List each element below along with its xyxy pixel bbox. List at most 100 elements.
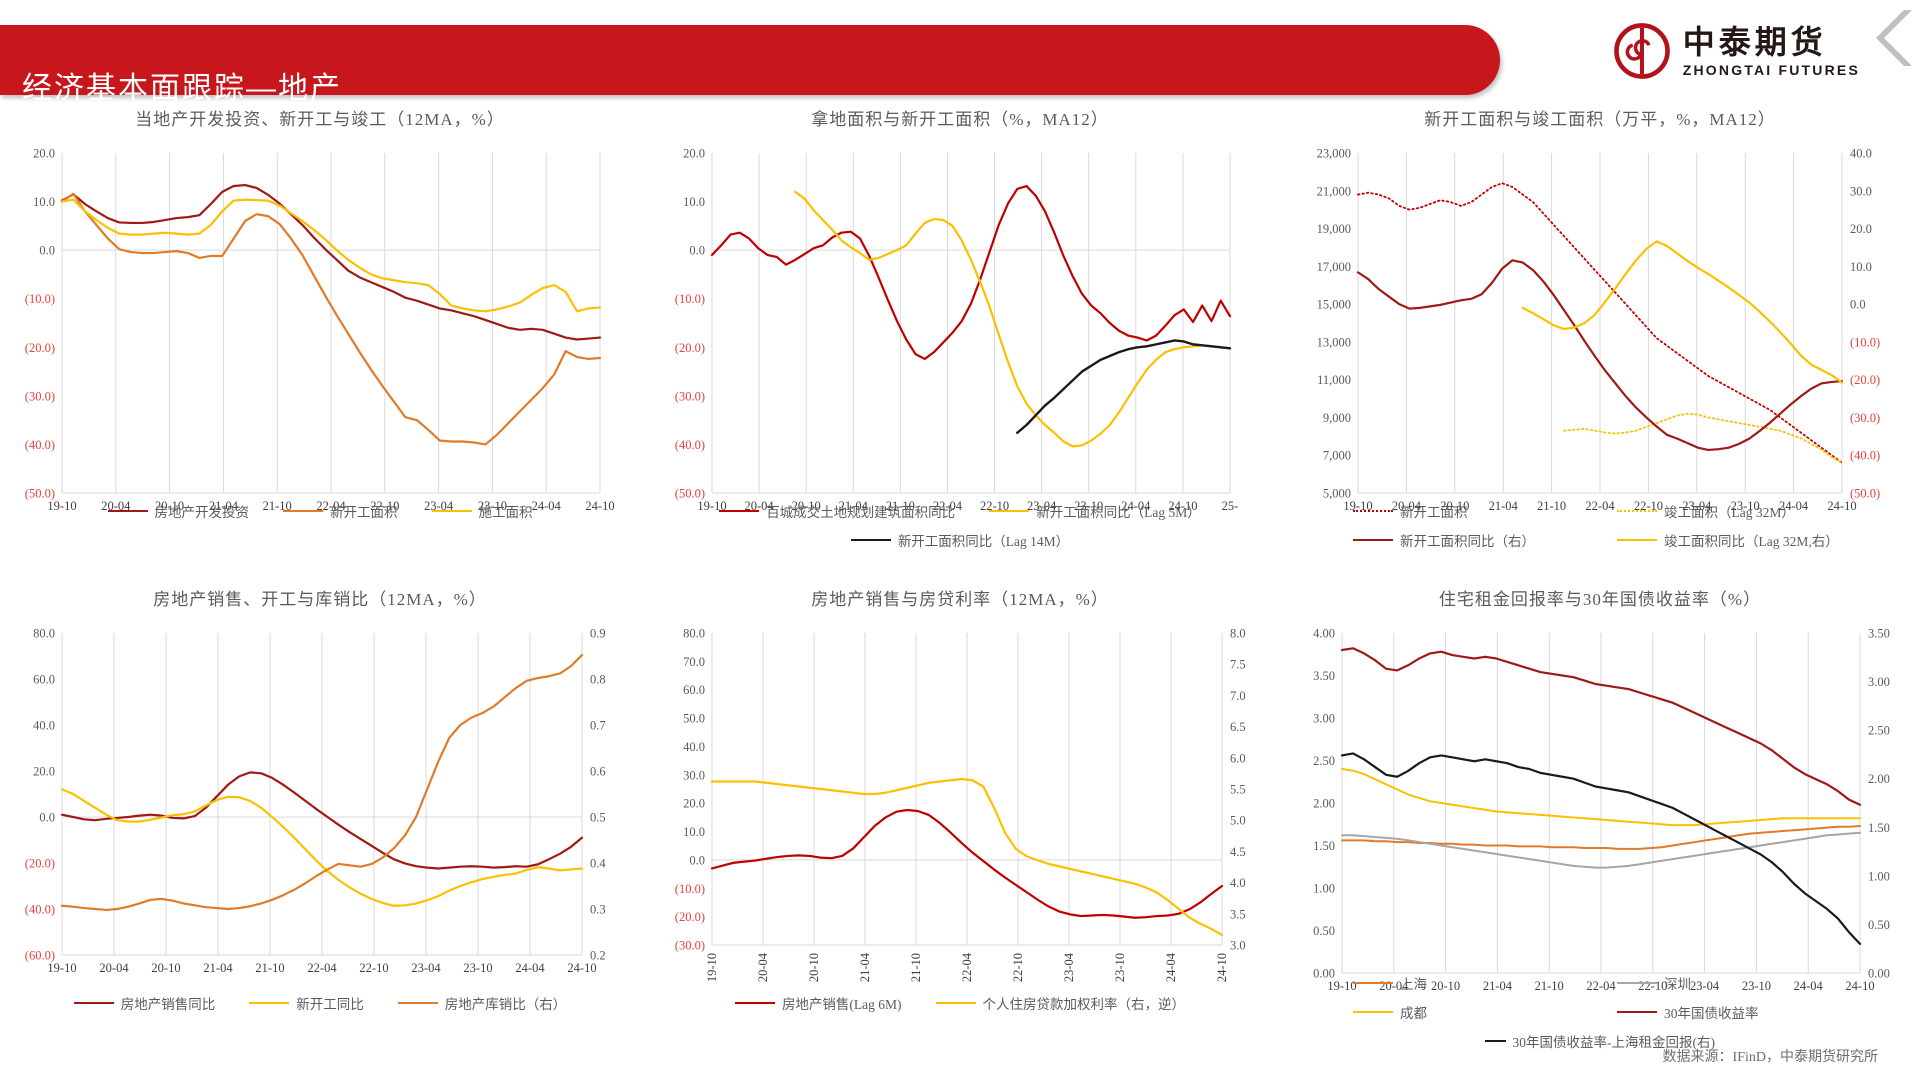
legend-swatch-icon — [1617, 1011, 1657, 1013]
svg-text:24-04: 24-04 — [1164, 952, 1178, 982]
svg-text:21-10: 21-10 — [909, 953, 923, 982]
legend-label: 新开工面积 — [1400, 505, 1468, 520]
svg-text:23-10: 23-10 — [478, 499, 507, 513]
chart-3-series — [1356, 259, 1844, 452]
svg-text:0.0: 0.0 — [689, 853, 705, 867]
chevron-left-icon[interactable] — [1870, 8, 1912, 68]
svg-text:30.0: 30.0 — [1850, 184, 1872, 198]
legend-label: 个人住房贷款加权利率（右，逆） — [982, 997, 1186, 1012]
svg-text:0.50: 0.50 — [1868, 918, 1890, 932]
legend-item[interactable]: 深圳 — [1617, 973, 1847, 993]
legend-item[interactable]: 新开工同比 — [249, 993, 364, 1013]
legend-item[interactable]: 房地产库销比（右） — [397, 993, 566, 1013]
legend-item[interactable]: 新开工面积同比（Lag 14M） — [850, 530, 1069, 550]
svg-text:3.50: 3.50 — [1868, 627, 1890, 641]
svg-text:0.8: 0.8 — [590, 673, 606, 687]
svg-text:22-04: 22-04 — [1585, 499, 1615, 513]
chart-5-series — [710, 808, 1224, 919]
legend-item[interactable]: 新开工面积 — [1353, 501, 1583, 521]
svg-text:23-04: 23-04 — [1062, 952, 1076, 982]
svg-text:20-04: 20-04 — [745, 499, 775, 513]
svg-text:24-04: 24-04 — [515, 961, 545, 975]
svg-text:24-04: 24-04 — [1794, 979, 1824, 993]
chart-4-legend: 房地产销售同比 新开工同比 房地产库销比（右） — [0, 993, 640, 1013]
svg-text:(10.0): (10.0) — [1850, 335, 1880, 349]
svg-text:24-10: 24-10 — [1845, 979, 1874, 993]
svg-text:24-10: 24-10 — [585, 499, 614, 513]
legend-swatch-icon — [935, 1002, 976, 1004]
svg-text:21-04: 21-04 — [209, 499, 239, 513]
legend-item[interactable]: 新开工面积同比（右） — [1353, 530, 1583, 550]
svg-text:2.00: 2.00 — [1868, 772, 1890, 786]
legend-item[interactable]: 新开工面积同比（Lag 5M） — [989, 501, 1201, 521]
svg-text:(20.0): (20.0) — [25, 857, 55, 871]
legend-label: 新开工面积 — [330, 505, 398, 520]
legend-label: 新开工同比 — [296, 997, 364, 1012]
svg-text:7,000: 7,000 — [1323, 449, 1351, 463]
legend-swatch-icon — [73, 1002, 114, 1004]
svg-text:15,000: 15,000 — [1317, 298, 1351, 312]
svg-text:(40.0): (40.0) — [1850, 449, 1880, 463]
legend-item[interactable]: 百城成交土地规划建筑面积同比 — [719, 501, 955, 521]
svg-text:2.00: 2.00 — [1313, 797, 1335, 811]
svg-text:1.00: 1.00 — [1313, 882, 1335, 896]
chart-4-series — [60, 771, 584, 870]
svg-text:0.7: 0.7 — [590, 719, 606, 733]
svg-text:60.0: 60.0 — [33, 673, 55, 687]
svg-text:21-10: 21-10 — [1537, 499, 1566, 513]
svg-text:80.0: 80.0 — [33, 627, 55, 641]
svg-text:9,000: 9,000 — [1323, 411, 1351, 425]
legend-item[interactable]: 竣工面积（Lag 32M） — [1617, 501, 1847, 521]
svg-text:0.0: 0.0 — [689, 244, 705, 258]
legend-item[interactable]: 施工面积 — [431, 501, 533, 521]
legend-item[interactable]: 成都 — [1353, 1002, 1583, 1022]
legend-swatch-icon — [1617, 539, 1657, 541]
chart-2-title: 拿地面积与新开工面积（%，MA12） — [811, 110, 1109, 129]
chart-6: 住宅租金回报率与30年国债收益率（%） 4.00 3.50 3.00 2.50 2.00 1… — [1280, 585, 1920, 1065]
svg-text:0.0: 0.0 — [1850, 298, 1866, 312]
legend-item[interactable]: 30年国债收益率 — [1617, 1002, 1847, 1022]
svg-text:6.5: 6.5 — [1230, 720, 1246, 734]
svg-text:5,000: 5,000 — [1323, 487, 1351, 501]
svg-text:25-: 25- — [1222, 499, 1239, 513]
legend-item[interactable]: 房地产开发投资 — [107, 501, 250, 521]
svg-text:21-04: 21-04 — [839, 499, 869, 513]
svg-text:20.0: 20.0 — [33, 147, 55, 161]
chart-2: 拿地面积与新开工面积（%，MA12） 20.0 10.0 0.0 (10.0) (20.0… — [640, 105, 1280, 585]
svg-text:(20.0): (20.0) — [675, 910, 705, 924]
svg-text:20-04: 20-04 — [756, 952, 770, 982]
svg-text:22-10: 22-10 — [370, 499, 399, 513]
svg-text:0.0: 0.0 — [39, 811, 55, 825]
svg-text:23-04: 23-04 — [411, 961, 441, 975]
svg-text:0.4: 0.4 — [590, 857, 606, 871]
svg-text:22-04: 22-04 — [316, 499, 346, 513]
svg-text:23-10: 23-10 — [1074, 499, 1103, 513]
legend-item[interactable]: 个人住房贷款加权利率（右，逆） — [935, 993, 1186, 1013]
legend-label: 房地产开发投资 — [154, 505, 250, 520]
svg-text:23-04: 23-04 — [1682, 499, 1712, 513]
svg-text:21-04: 21-04 — [203, 961, 233, 975]
svg-text:19-10: 19-10 — [1327, 979, 1356, 993]
svg-text:(10.0): (10.0) — [25, 292, 55, 306]
svg-text:(50.0): (50.0) — [25, 487, 55, 501]
legend-item[interactable]: 新开工面积 — [283, 501, 398, 521]
legend-item[interactable]: 房地产销售(Lag 6M) — [734, 993, 902, 1013]
svg-text:3.0: 3.0 — [1230, 939, 1246, 953]
svg-text:20.0: 20.0 — [683, 797, 705, 811]
svg-text:21,000: 21,000 — [1317, 184, 1351, 198]
svg-text:10.0: 10.0 — [683, 825, 705, 839]
legend-item[interactable]: 房地产销售同比 — [73, 993, 215, 1013]
svg-text:1.50: 1.50 — [1313, 839, 1335, 853]
legend-item[interactable]: 上海 — [1353, 973, 1583, 993]
svg-text:20-10: 20-10 — [151, 961, 180, 975]
svg-text:19-10: 19-10 — [705, 953, 719, 982]
svg-text:3.00: 3.00 — [1868, 675, 1890, 689]
legend-item[interactable]: 30年国债收益率-上海租金回报(右) — [1485, 1031, 1715, 1051]
chart-3-series — [1563, 412, 1843, 464]
chart-3-series — [1357, 182, 1843, 464]
chart-4-title: 房地产销售、开工与库销比（12MA，%） — [153, 590, 487, 609]
svg-text:7.0: 7.0 — [1230, 689, 1246, 703]
legend-item[interactable]: 竣工面积同比（Lag 32M,右） — [1617, 530, 1847, 550]
chart-2-plot: 20.0 10.0 0.0 (10.0) (20.0) (30.0) (40.0) (50.0… — [675, 147, 1239, 514]
svg-text:(50.0): (50.0) — [675, 487, 705, 501]
